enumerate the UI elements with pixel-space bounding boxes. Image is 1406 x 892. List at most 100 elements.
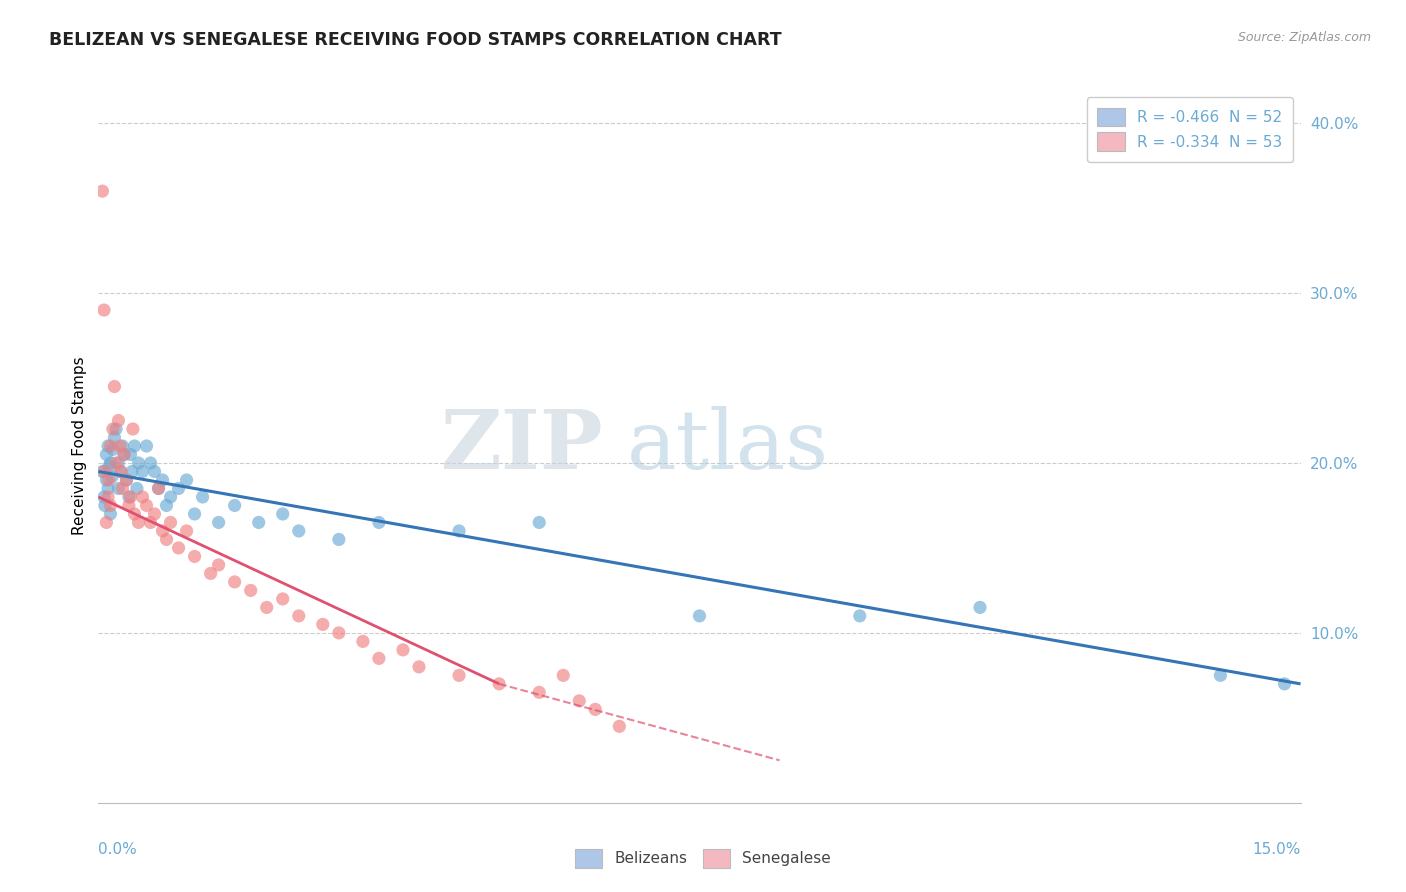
Point xyxy=(447,668,470,682)
Point xyxy=(139,456,162,470)
Point xyxy=(167,541,190,555)
Point xyxy=(107,482,129,496)
Point xyxy=(128,456,150,470)
Point xyxy=(125,482,148,496)
Point xyxy=(155,499,177,513)
Point xyxy=(148,482,170,496)
Point xyxy=(103,430,125,444)
Point xyxy=(112,448,135,462)
Point xyxy=(101,442,124,457)
Point xyxy=(107,413,129,427)
Point xyxy=(368,516,391,530)
Legend: R = -0.466  N = 52, R = -0.334  N = 53: R = -0.466 N = 52, R = -0.334 N = 53 xyxy=(1087,97,1294,161)
Point xyxy=(111,439,134,453)
Point xyxy=(105,456,128,470)
Point xyxy=(128,516,150,530)
Point xyxy=(100,507,122,521)
Point xyxy=(208,558,231,572)
Point xyxy=(97,490,120,504)
Point xyxy=(247,516,270,530)
Legend: Belizeans, Senegalese: Belizeans, Senegalese xyxy=(568,843,838,873)
Point xyxy=(447,524,470,538)
Point xyxy=(312,617,335,632)
Point xyxy=(91,184,114,198)
Point xyxy=(224,499,246,513)
Point xyxy=(368,651,391,665)
Point xyxy=(328,626,350,640)
Point xyxy=(135,499,157,513)
Text: 15.0%: 15.0% xyxy=(1253,842,1301,857)
Point xyxy=(103,379,125,393)
Point xyxy=(239,583,262,598)
Point xyxy=(155,533,177,547)
Point xyxy=(849,608,872,623)
Point xyxy=(200,566,222,581)
Point xyxy=(97,473,120,487)
Point xyxy=(100,439,122,453)
Point xyxy=(969,600,991,615)
Point xyxy=(152,524,174,538)
Point xyxy=(352,634,374,648)
Point xyxy=(271,591,294,606)
Point xyxy=(121,465,143,479)
Point xyxy=(553,668,575,682)
Point xyxy=(1274,677,1296,691)
Point xyxy=(224,574,246,589)
Point xyxy=(124,507,146,521)
Point xyxy=(93,303,115,318)
Point xyxy=(108,439,131,453)
Point xyxy=(93,490,115,504)
Point xyxy=(176,473,198,487)
Point xyxy=(191,490,214,504)
Point xyxy=(110,465,132,479)
Point xyxy=(94,499,117,513)
Point xyxy=(408,660,430,674)
Point xyxy=(110,465,132,479)
Point xyxy=(120,448,142,462)
Point xyxy=(529,516,551,530)
Y-axis label: Receiving Food Stamps: Receiving Food Stamps xyxy=(72,357,87,535)
Text: atlas: atlas xyxy=(627,406,830,486)
Point xyxy=(107,456,129,470)
Point xyxy=(118,499,141,513)
Point xyxy=(183,549,205,564)
Text: Source: ZipAtlas.com: Source: ZipAtlas.com xyxy=(1237,31,1371,45)
Point xyxy=(91,465,114,479)
Point xyxy=(96,473,118,487)
Point xyxy=(148,482,170,496)
Point xyxy=(688,608,710,623)
Point xyxy=(100,456,122,470)
Point xyxy=(97,439,120,453)
Point xyxy=(183,507,205,521)
Point xyxy=(105,422,128,436)
Point xyxy=(143,507,166,521)
Point xyxy=(392,643,415,657)
Point xyxy=(529,685,551,699)
Point xyxy=(115,473,138,487)
Point xyxy=(120,490,142,504)
Point xyxy=(167,482,190,496)
Point xyxy=(111,482,134,496)
Point xyxy=(101,469,124,483)
Point xyxy=(139,516,162,530)
Point xyxy=(101,422,124,436)
Point xyxy=(122,422,145,436)
Point xyxy=(609,719,631,733)
Point xyxy=(135,439,157,453)
Text: ZIP: ZIP xyxy=(440,406,603,486)
Point xyxy=(287,608,309,623)
Text: BELIZEAN VS SENEGALESE RECEIVING FOOD STAMPS CORRELATION CHART: BELIZEAN VS SENEGALESE RECEIVING FOOD ST… xyxy=(49,31,782,49)
Point xyxy=(256,600,278,615)
Point xyxy=(118,490,141,504)
Point xyxy=(328,533,350,547)
Point xyxy=(176,524,198,538)
Point xyxy=(208,516,231,530)
Point xyxy=(488,677,510,691)
Point xyxy=(143,465,166,479)
Point xyxy=(287,524,309,538)
Point xyxy=(1209,668,1232,682)
Point xyxy=(583,702,606,716)
Text: 0.0%: 0.0% xyxy=(98,842,138,857)
Point xyxy=(568,694,591,708)
Point xyxy=(152,473,174,487)
